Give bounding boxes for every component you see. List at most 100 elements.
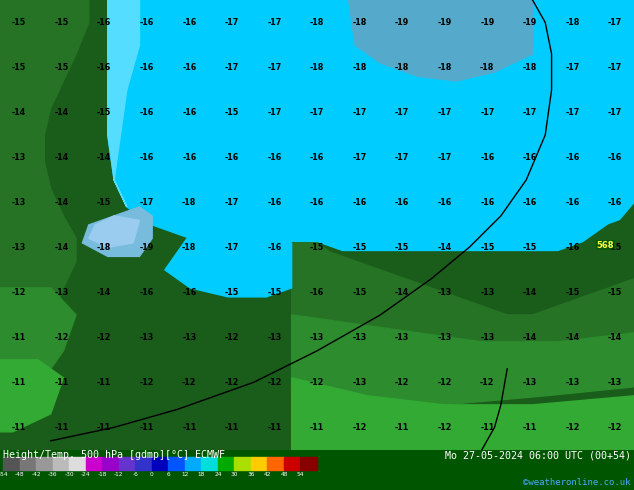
- Text: -17: -17: [224, 243, 239, 252]
- Text: -17: -17: [522, 108, 537, 117]
- Text: -11: -11: [182, 423, 197, 432]
- Text: -16: -16: [97, 18, 112, 27]
- Bar: [202, 457, 218, 470]
- Bar: [218, 457, 235, 470]
- Text: -19: -19: [480, 18, 495, 27]
- Polygon shape: [165, 234, 292, 297]
- Polygon shape: [292, 315, 634, 405]
- Text: -17: -17: [395, 153, 410, 162]
- Text: -16: -16: [395, 198, 410, 207]
- Text: -17: -17: [268, 108, 281, 117]
- Polygon shape: [349, 0, 533, 81]
- Text: -12: -12: [437, 378, 452, 387]
- Polygon shape: [292, 216, 634, 450]
- Text: -14: -14: [566, 333, 579, 342]
- Bar: [251, 457, 268, 470]
- Text: -17: -17: [310, 108, 324, 117]
- Bar: [301, 457, 317, 470]
- Bar: [119, 457, 135, 470]
- Text: -16: -16: [182, 108, 197, 117]
- Text: -16: -16: [268, 198, 281, 207]
- Text: -36: -36: [48, 471, 58, 476]
- Text: -16: -16: [224, 153, 239, 162]
- Text: -12: -12: [353, 423, 366, 432]
- Text: -17: -17: [268, 18, 281, 27]
- Text: -16: -16: [182, 18, 197, 27]
- Text: -14: -14: [522, 288, 537, 297]
- Text: -18: -18: [310, 63, 324, 72]
- Text: -17: -17: [395, 108, 410, 117]
- Text: -15: -15: [224, 288, 239, 297]
- Text: -19: -19: [395, 18, 410, 27]
- Text: -15: -15: [97, 108, 112, 117]
- Text: -6: -6: [133, 471, 138, 476]
- Text: -18: -18: [566, 18, 579, 27]
- Text: -12: -12: [480, 378, 495, 387]
- Text: -15: -15: [12, 18, 26, 27]
- Text: -11: -11: [268, 423, 281, 432]
- Polygon shape: [108, 0, 139, 207]
- Text: -13: -13: [353, 333, 366, 342]
- Text: -13: -13: [395, 333, 410, 342]
- Text: -17: -17: [224, 18, 239, 27]
- Text: -17: -17: [224, 63, 239, 72]
- Text: -16: -16: [437, 198, 452, 207]
- Polygon shape: [108, 0, 634, 252]
- Bar: [268, 457, 284, 470]
- Text: -12: -12: [437, 423, 452, 432]
- Text: -16: -16: [310, 153, 324, 162]
- Text: -11: -11: [310, 423, 324, 432]
- Text: -13: -13: [268, 333, 281, 342]
- Text: -18: -18: [310, 18, 324, 27]
- Text: Height/Temp. 500 hPa [gdmp][°C] ECMWF: Height/Temp. 500 hPa [gdmp][°C] ECMWF: [3, 450, 225, 460]
- Text: -12: -12: [114, 471, 124, 476]
- Text: -48: -48: [15, 471, 25, 476]
- Text: -13: -13: [480, 288, 495, 297]
- Bar: [20, 457, 36, 470]
- Text: -17: -17: [566, 108, 579, 117]
- Text: -11: -11: [480, 423, 495, 432]
- Text: -17: -17: [139, 198, 154, 207]
- Polygon shape: [82, 207, 152, 256]
- Text: -17: -17: [566, 63, 579, 72]
- Text: -42: -42: [32, 471, 41, 476]
- Polygon shape: [292, 378, 634, 450]
- Text: -14: -14: [437, 243, 452, 252]
- Polygon shape: [0, 0, 89, 405]
- Text: -17: -17: [437, 153, 452, 162]
- Bar: [53, 457, 69, 470]
- Text: -18: -18: [480, 63, 495, 72]
- Text: -11: -11: [97, 423, 112, 432]
- Text: -15: -15: [353, 243, 366, 252]
- Text: -13: -13: [522, 378, 537, 387]
- Text: -16: -16: [182, 63, 197, 72]
- Text: -18: -18: [97, 243, 112, 252]
- Text: -14: -14: [55, 108, 68, 117]
- Text: -11: -11: [522, 423, 537, 432]
- Text: -13: -13: [12, 198, 26, 207]
- Text: -15: -15: [608, 243, 622, 252]
- Text: -12: -12: [224, 333, 239, 342]
- Text: -12: -12: [310, 378, 324, 387]
- Text: -13: -13: [12, 243, 26, 252]
- Text: -18: -18: [98, 471, 107, 476]
- Text: -16: -16: [139, 108, 154, 117]
- Text: -13: -13: [12, 153, 26, 162]
- Bar: [135, 457, 152, 470]
- Text: -14: -14: [55, 243, 68, 252]
- Text: 42: 42: [264, 471, 271, 476]
- Bar: [36, 457, 53, 470]
- Text: -16: -16: [139, 63, 154, 72]
- Text: -16: -16: [522, 198, 537, 207]
- Text: -17: -17: [353, 108, 366, 117]
- Text: -11: -11: [12, 333, 26, 342]
- Text: -18: -18: [437, 63, 452, 72]
- Text: -16: -16: [310, 288, 324, 297]
- Text: -18: -18: [182, 198, 197, 207]
- Polygon shape: [0, 288, 76, 423]
- Text: 54: 54: [297, 471, 304, 476]
- Text: -15: -15: [353, 288, 366, 297]
- Text: -12: -12: [182, 378, 197, 387]
- Bar: [3, 457, 20, 470]
- Text: 30: 30: [231, 471, 238, 476]
